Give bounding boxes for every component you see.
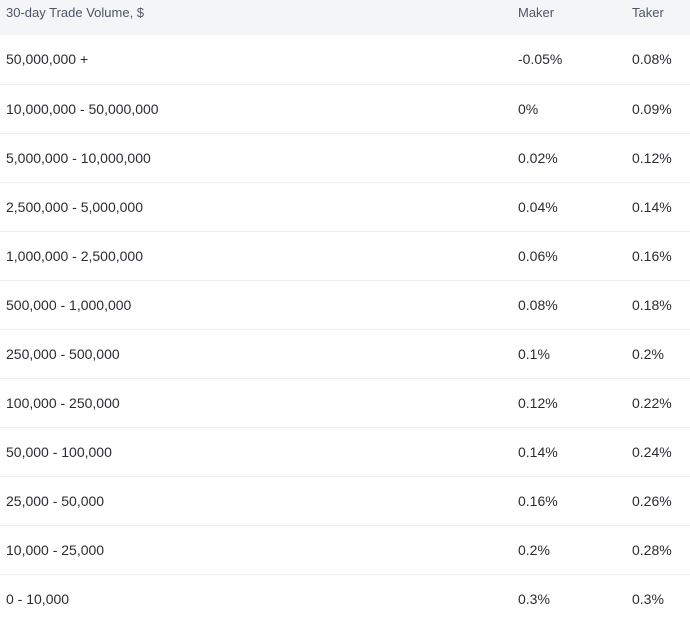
volume-cell: 50,000,000 + xyxy=(0,35,518,85)
taker-fee-cell: 0.09% xyxy=(632,84,690,134)
maker-fee-cell: -0.05% xyxy=(518,35,632,85)
taker-fee-cell: 0.26% xyxy=(632,476,690,526)
taker-fee-cell: 0.12% xyxy=(632,133,690,183)
table-row: 25,000 - 50,000 0.16% 0.26% xyxy=(0,476,690,526)
table-row: 500,000 - 1,000,000 0.08% 0.18% xyxy=(0,280,690,330)
volume-cell: 50,000 - 100,000 xyxy=(0,427,518,477)
taker-fee-cell: 0.14% xyxy=(632,182,690,232)
taker-fee-cell: 0.18% xyxy=(632,280,690,330)
table-row: 10,000,000 - 50,000,000 0% 0.09% xyxy=(0,84,690,134)
column-header-taker: Taker xyxy=(632,5,664,20)
table-row: 5,000,000 - 10,000,000 0.02% 0.12% xyxy=(0,133,690,183)
volume-cell: 0 - 10,000 xyxy=(6,590,70,607)
table-row: 10,000 - 25,000 0.2% 0.28% xyxy=(0,525,690,575)
table-row: 50,000 - 100,000 0.14% 0.24% xyxy=(0,427,690,477)
maker-fee-cell: 0.3% xyxy=(518,590,550,607)
volume-cell: 2,500,000 - 5,000,000 xyxy=(0,182,518,232)
column-header-maker: Maker xyxy=(518,5,555,20)
table-row: 100,000 - 250,000 0.12% 0.22% xyxy=(0,378,690,428)
taker-fee-cell: 0.22% xyxy=(632,378,690,428)
volume-cell: 100,000 - 250,000 xyxy=(0,378,518,428)
table-row: 0 - 10,000 0.3% 0.3% xyxy=(0,574,690,623)
volume-cell: 10,000,000 - 50,000,000 xyxy=(0,84,518,134)
taker-fee-cell: 0.24% xyxy=(632,427,690,477)
taker-fee-cell: 0.3% xyxy=(632,590,664,607)
maker-fee-cell: 0.2% xyxy=(518,525,632,575)
maker-fee-cell: 0.14% xyxy=(518,427,632,477)
table-row: 250,000 - 500,000 0.1% 0.2% xyxy=(0,329,690,379)
table-header-row: 30-day Trade Volume, $ Maker Taker xyxy=(0,0,690,35)
taker-fee-cell: 0.16% xyxy=(632,231,690,281)
table-row: 1,000,000 - 2,500,000 0.06% 0.16% xyxy=(0,231,690,281)
column-header-volume: 30-day Trade Volume, $ xyxy=(6,5,145,20)
volume-cell: 25,000 - 50,000 xyxy=(0,476,518,526)
maker-fee-cell: 0.12% xyxy=(518,378,632,428)
table-row: 50,000,000 + -0.05% 0.08% xyxy=(0,35,690,85)
maker-fee-cell: 0.02% xyxy=(518,133,632,183)
taker-fee-cell: 0.28% xyxy=(632,525,690,575)
maker-fee-cell: 0.16% xyxy=(518,476,632,526)
maker-fee-cell: 0.04% xyxy=(518,182,632,232)
volume-cell: 1,000,000 - 2,500,000 xyxy=(0,231,518,281)
volume-cell: 250,000 - 500,000 xyxy=(0,329,518,379)
taker-fee-cell: 0.2% xyxy=(632,329,690,379)
volume-cell: 5,000,000 - 10,000,000 xyxy=(0,133,518,183)
maker-fee-cell: 0.1% xyxy=(518,329,632,379)
volume-cell: 10,000 - 25,000 xyxy=(0,525,518,575)
maker-fee-cell: 0.08% xyxy=(518,280,632,330)
maker-fee-cell: 0% xyxy=(518,84,632,134)
volume-cell: 500,000 - 1,000,000 xyxy=(0,280,518,330)
table-row: 2,500,000 - 5,000,000 0.04% 0.14% xyxy=(0,182,690,232)
maker-fee-cell: 0.06% xyxy=(518,231,632,281)
taker-fee-cell: 0.08% xyxy=(632,35,690,85)
